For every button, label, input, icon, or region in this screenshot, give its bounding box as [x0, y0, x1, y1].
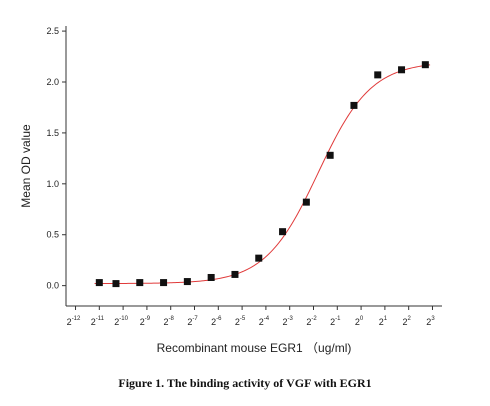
x-tick-label: 2-4 — [259, 316, 270, 327]
data-point — [374, 71, 382, 79]
x-tick-label: 20 — [355, 316, 364, 327]
y-tick-label: 2.5 — [46, 26, 59, 36]
data-point — [136, 279, 144, 287]
x-tick-exponent: -2 — [311, 316, 317, 322]
x-tick-label: 2-3 — [283, 316, 294, 327]
x-ticks: 2-12 2-11 2-10 2-9 2-8 2-7 2-6 2-5 2-4 2-3 2-2 2-1 2… — [67, 306, 435, 327]
x-tick-exponent: -9 — [145, 316, 151, 322]
x-tick-label: 22 — [403, 316, 412, 327]
x-tick-label: 2-9 — [140, 316, 151, 327]
x-tick-exponent: 0 — [360, 316, 364, 322]
x-axis-title: Recombinant mouse EGR1 （ug/ml) — [157, 341, 352, 355]
data-point — [160, 279, 168, 287]
data-point — [398, 66, 406, 74]
x-tick-exponent: -5 — [240, 316, 246, 322]
x-tick-base: 2 — [283, 317, 288, 327]
x-tick-label: 2-5 — [235, 316, 246, 327]
x-tick-base: 2 — [187, 317, 192, 327]
y-tick-label: 0.5 — [46, 230, 59, 240]
x-tick-exponent: 1 — [384, 316, 388, 322]
x-tick-exponent: -7 — [192, 316, 198, 322]
x-tick-label: 21 — [379, 316, 388, 327]
x-tick-exponent: 3 — [431, 316, 435, 322]
y-tick-label: 0.0 — [46, 281, 59, 291]
y-tick-label: 2.0 — [46, 77, 59, 87]
x-tick-base: 2 — [355, 317, 360, 327]
data-point — [183, 278, 191, 286]
x-tick-exponent: -3 — [288, 316, 294, 322]
x-tick-exponent: -4 — [264, 316, 270, 322]
data-point — [112, 280, 120, 288]
axes — [65, 26, 442, 307]
x-tick-base: 2 — [235, 317, 240, 327]
data-point — [350, 101, 358, 109]
x-tick-exponent: -6 — [216, 316, 222, 322]
x-tick-base: 2 — [91, 317, 96, 327]
data-point — [207, 273, 215, 281]
x-tick-label: 2-1 — [330, 316, 341, 327]
x-tick-base: 2 — [67, 317, 72, 327]
figure-caption: Figure 1. The binding activity of VGF wi… — [118, 376, 372, 390]
y-tick-label: 1.0 — [46, 179, 59, 189]
x-tick-label: 2-7 — [187, 316, 198, 327]
data-point — [279, 228, 287, 236]
x-tick-base: 2 — [164, 317, 169, 327]
x-tick-base: 2 — [211, 317, 216, 327]
x-tick-label: 2-12 — [67, 316, 81, 327]
data-point — [231, 270, 239, 278]
fit-curve — [94, 64, 431, 285]
x-tick-base: 2 — [114, 317, 119, 327]
x-tick-label: 23 — [426, 316, 435, 327]
x-tick-exponent: -1 — [335, 316, 341, 322]
x-tick-base: 2 — [426, 317, 431, 327]
x-tick-label: 2-11 — [91, 316, 105, 327]
data-point — [326, 151, 334, 159]
data-point — [421, 61, 429, 69]
x-tick-base: 2 — [403, 317, 408, 327]
x-tick-exponent: -8 — [169, 316, 175, 322]
x-tick-base: 2 — [140, 317, 145, 327]
x-tick-exponent: -11 — [96, 316, 105, 322]
data-point — [302, 198, 310, 206]
x-tick-exponent: 2 — [408, 316, 412, 322]
x-tick-label: 2-8 — [164, 316, 175, 327]
data-point — [255, 254, 263, 262]
x-tick-base: 2 — [259, 317, 264, 327]
y-axis-title: Mean OD value — [19, 124, 33, 208]
x-tick-exponent: -12 — [72, 316, 81, 322]
data-point — [95, 279, 103, 287]
x-tick-label: 2-2 — [306, 316, 317, 327]
x-tick-base: 2 — [379, 317, 384, 327]
x-tick-label: 2-10 — [114, 316, 128, 327]
x-tick-base: 2 — [306, 317, 311, 327]
y-tick-label: 1.5 — [46, 128, 59, 138]
data-points — [95, 61, 429, 288]
x-tick-base: 2 — [330, 317, 335, 327]
y-ticks: 0.0 0.5 1.0 1.5 2.0 2.5 — [46, 26, 66, 291]
x-tick-label: 2-6 — [211, 316, 222, 327]
x-tick-exponent: -10 — [119, 316, 128, 322]
